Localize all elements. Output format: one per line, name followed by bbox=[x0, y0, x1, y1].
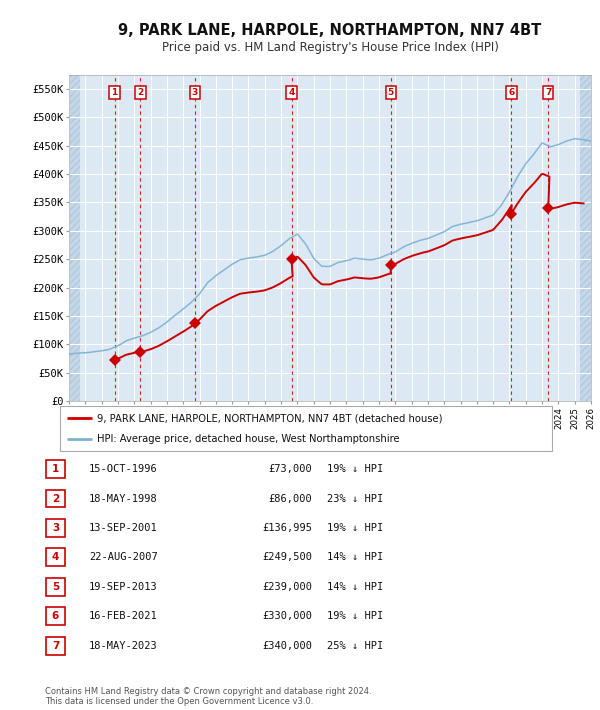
Text: 19% ↓ HPI: 19% ↓ HPI bbox=[327, 523, 383, 533]
Bar bbox=[580, 75, 591, 401]
Text: 9, PARK LANE, HARPOLE, NORTHAMPTON, NN7 4BT: 9, PARK LANE, HARPOLE, NORTHAMPTON, NN7 … bbox=[118, 23, 542, 38]
Text: 2: 2 bbox=[52, 493, 59, 503]
Text: 1: 1 bbox=[52, 464, 59, 474]
Text: 14% ↓ HPI: 14% ↓ HPI bbox=[327, 581, 383, 591]
Text: £330,000: £330,000 bbox=[262, 611, 312, 621]
Text: 4: 4 bbox=[289, 88, 295, 97]
Text: Price paid vs. HM Land Registry's House Price Index (HPI): Price paid vs. HM Land Registry's House … bbox=[161, 41, 499, 54]
Text: Contains HM Land Registry data © Crown copyright and database right 2024.
This d: Contains HM Land Registry data © Crown c… bbox=[45, 687, 371, 706]
Text: £249,500: £249,500 bbox=[262, 552, 312, 562]
Text: £239,000: £239,000 bbox=[262, 581, 312, 591]
Text: £86,000: £86,000 bbox=[268, 493, 312, 503]
Text: 23% ↓ HPI: 23% ↓ HPI bbox=[327, 493, 383, 503]
Text: 6: 6 bbox=[508, 88, 515, 97]
Text: 13-SEP-2001: 13-SEP-2001 bbox=[89, 523, 158, 533]
Text: 6: 6 bbox=[52, 611, 59, 621]
Text: 3: 3 bbox=[191, 88, 198, 97]
Text: £73,000: £73,000 bbox=[268, 464, 312, 474]
Text: 7: 7 bbox=[545, 88, 551, 97]
Text: 19% ↓ HPI: 19% ↓ HPI bbox=[327, 611, 383, 621]
Text: 19-SEP-2013: 19-SEP-2013 bbox=[89, 581, 158, 591]
Text: £136,995: £136,995 bbox=[262, 523, 312, 533]
FancyBboxPatch shape bbox=[60, 406, 552, 451]
Text: 2: 2 bbox=[137, 88, 143, 97]
Text: 9, PARK LANE, HARPOLE, NORTHAMPTON, NN7 4BT (detached house): 9, PARK LANE, HARPOLE, NORTHAMPTON, NN7 … bbox=[97, 413, 442, 423]
Text: 22-AUG-2007: 22-AUG-2007 bbox=[89, 552, 158, 562]
Text: 18-MAY-1998: 18-MAY-1998 bbox=[89, 493, 158, 503]
Bar bbox=[69, 75, 80, 401]
Text: 14% ↓ HPI: 14% ↓ HPI bbox=[327, 552, 383, 562]
Text: 3: 3 bbox=[52, 523, 59, 533]
Text: 4: 4 bbox=[52, 552, 59, 562]
Text: 16-FEB-2021: 16-FEB-2021 bbox=[89, 611, 158, 621]
Text: 1: 1 bbox=[112, 88, 118, 97]
Text: HPI: Average price, detached house, West Northamptonshire: HPI: Average price, detached house, West… bbox=[97, 434, 400, 444]
Text: 5: 5 bbox=[388, 88, 394, 97]
Text: 18-MAY-2023: 18-MAY-2023 bbox=[89, 640, 158, 650]
Text: 7: 7 bbox=[52, 640, 59, 650]
Text: 5: 5 bbox=[52, 581, 59, 591]
Text: 19% ↓ HPI: 19% ↓ HPI bbox=[327, 464, 383, 474]
Text: £340,000: £340,000 bbox=[262, 640, 312, 650]
Text: 15-OCT-1996: 15-OCT-1996 bbox=[89, 464, 158, 474]
Text: 25% ↓ HPI: 25% ↓ HPI bbox=[327, 640, 383, 650]
